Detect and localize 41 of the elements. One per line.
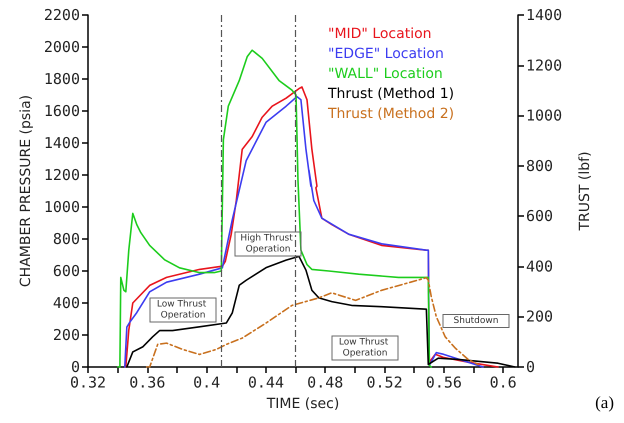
text: "MID" Location (328, 26, 432, 42)
annotation: Low Thrust Operation (156, 300, 210, 320)
annotation: Shutdown (454, 316, 498, 326)
y2-axis-title: TRUST (lbf) (577, 151, 593, 232)
y-tick-label: 1400 (44, 134, 80, 152)
y2-tick-label: 1000 (526, 106, 562, 125)
y-tick-label: 1200 (44, 166, 80, 184)
y-tick-label: 1600 (44, 102, 80, 120)
text: Thrust (Method 2) (327, 106, 454, 122)
y2-tick-label: 400 (526, 257, 554, 276)
y2-tick-label: 1400 (526, 6, 562, 24)
x-tick-label: 0.44 (248, 374, 284, 392)
y-tick-label: 400 (52, 294, 80, 312)
annotation: Low Thrust Operation (338, 338, 392, 358)
annotation: High Thrust Operation (240, 234, 296, 254)
y-tick-label: 600 (52, 262, 80, 280)
text: Thrust (Method 1) (327, 86, 454, 102)
x-tick-label: 0.4 (193, 374, 220, 392)
y-tick-label: 200 (52, 326, 80, 344)
x-tick-label: 0.56 (426, 374, 462, 392)
y-tick-label: 800 (52, 230, 80, 248)
y-tick-label: 2200 (44, 6, 80, 24)
y-tick-label: 1800 (44, 70, 80, 88)
y-tick-label: 0 (70, 358, 80, 376)
x-tick-label: 0.6 (490, 374, 517, 392)
x-axis-title: TIME (sec) (266, 396, 340, 412)
text: "WALL" Location (328, 66, 443, 82)
x-tick-label: 0.36 (129, 374, 166, 392)
text: (a) (595, 393, 614, 412)
y2-tick-label: 200 (526, 308, 554, 326)
y-tick-label: 1000 (44, 198, 80, 216)
x-tick-label: 0.32 (70, 374, 106, 392)
y-tick-label: 2000 (44, 38, 80, 56)
x-tick-label: 0.52 (366, 374, 403, 392)
x-tick-label: 0.48 (307, 374, 344, 392)
y-axis-title: CHAMBER PRESSURE (psia) (18, 94, 34, 288)
y2-tick-label: 800 (526, 156, 554, 175)
y2-tick-label: 1200 (526, 56, 562, 74)
text: "EDGE" Location (328, 46, 444, 62)
y2-tick-label: 0 (526, 358, 536, 376)
y2-tick-label: 600 (526, 207, 554, 226)
